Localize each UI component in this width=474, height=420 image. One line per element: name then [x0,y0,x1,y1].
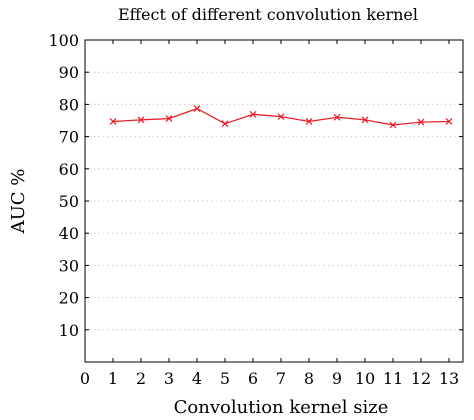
data-point-0-1 [137,116,145,124]
y-tick-label-1: 20 [59,289,79,308]
y-tick-label-9: 100 [48,31,79,50]
x-tick-label-12: 12 [411,369,431,388]
data-point-0-10 [389,121,397,129]
y-tick-label-6: 70 [59,128,79,147]
data-point-0-6 [277,113,285,121]
x-tick-label-8: 8 [304,369,314,388]
x-tick-label-2: 2 [136,369,146,388]
chart-title: Effect of different convolution kernel [118,5,418,24]
data-point-0-0 [109,118,117,125]
plot-frame [84,39,464,363]
data-point-0-2 [165,115,173,122]
data-point-0-7 [305,118,313,125]
x-tick-label-13: 13 [439,369,459,388]
data-point-0-9 [361,116,369,124]
x-tick-label-4: 4 [192,369,202,388]
x-tick-label-6: 6 [248,369,258,388]
x-tick-label-3: 3 [164,369,174,388]
data-point-0-5 [249,110,257,118]
x-tick-label-5: 5 [220,369,230,388]
grid-lines [85,39,463,331]
y-tick-label-5: 60 [59,160,79,179]
data-point-0-11 [417,118,425,126]
data-point-0-3 [193,105,201,113]
x-tick-label-1: 1 [108,369,118,388]
data-series [109,105,453,129]
y-tick-label-0: 10 [59,321,79,340]
x-tick-label-0: 0 [80,369,90,388]
y-tick-label-2: 30 [59,256,79,275]
y-axis-label: AUC % [8,169,29,235]
x-tick-label-9: 9 [332,369,342,388]
y-tick-label-3: 40 [59,224,79,243]
x-tick-label-11: 11 [383,369,403,388]
data-point-0-8 [333,113,341,121]
data-point-0-12 [445,118,453,125]
x-tick-label-7: 7 [276,369,286,388]
y-tick-label-4: 50 [59,192,79,211]
y-tick-label-8: 90 [59,63,79,82]
data-point-0-4 [221,120,229,128]
x-tick-label-10: 10 [355,369,375,388]
y-tick-label-7: 80 [59,95,79,114]
x-axis-label: Convolution kernel size [174,397,389,418]
